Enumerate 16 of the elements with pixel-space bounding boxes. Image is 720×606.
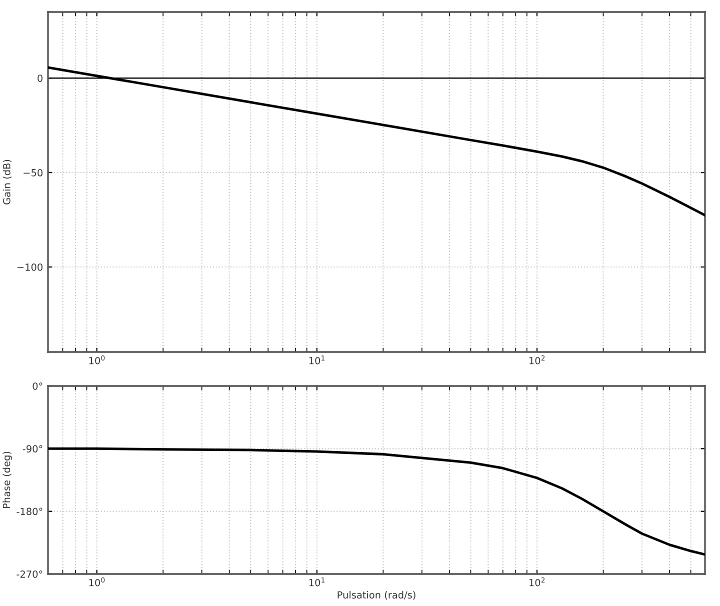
x-tick-label: 10$^{1}$ [309, 578, 325, 586]
y-tick-label: −100 [17, 263, 42, 271]
y-axis-title: Phase (deg) [2, 452, 12, 508]
x-tick-label: 10$^{1}$ [309, 356, 325, 364]
y-tick-label: −50 [24, 169, 42, 176]
x-tick-label: 10$^{2}$ [529, 577, 545, 586]
y-tick-label: 0° [32, 382, 42, 390]
y-axis-title: Gain (dB) [2, 160, 12, 204]
y-tick-label: -90° [22, 445, 42, 452]
x-tick-label: 10$^{0}$ [89, 355, 105, 364]
y-tick-label: -270° [16, 570, 42, 578]
y-tick-label: 0 [38, 74, 42, 82]
x-tick-label: 10$^{0}$ [89, 577, 105, 586]
x-axis-title: Pulsation (rad/s) [338, 591, 416, 600]
x-tick-label: 10$^{2}$ [529, 355, 545, 364]
y-tick-label: -180° [16, 508, 42, 516]
